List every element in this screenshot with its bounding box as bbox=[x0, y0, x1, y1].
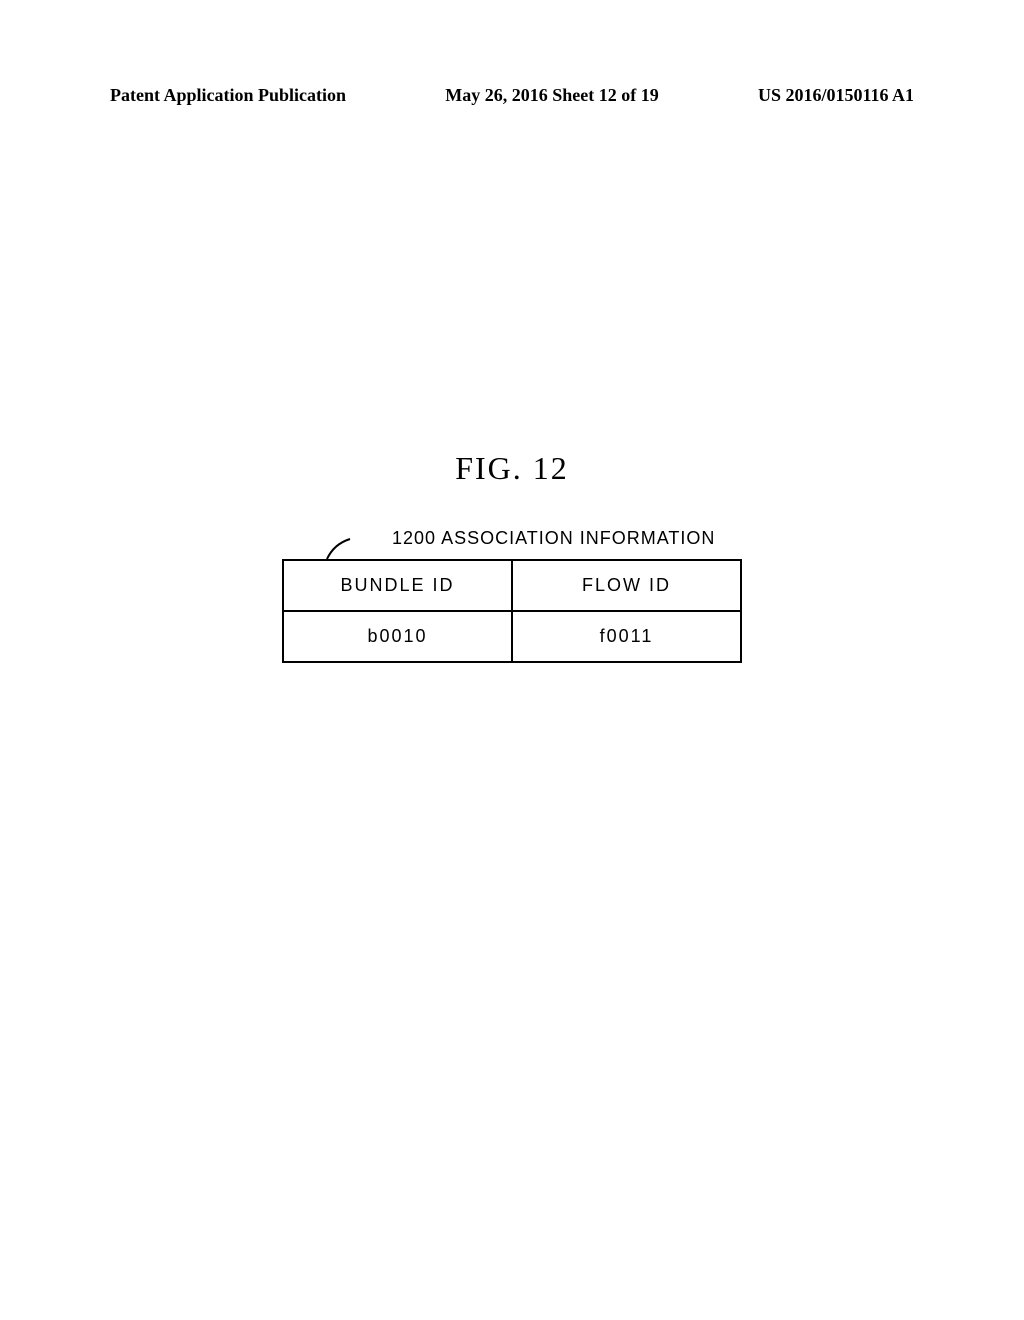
cell-flow-id: f0011 bbox=[512, 611, 741, 662]
table-label-row: 1200 ASSOCIATION INFORMATION bbox=[282, 527, 742, 557]
figure-title: FIG. 12 bbox=[455, 450, 569, 487]
cell-bundle-id: b0010 bbox=[283, 611, 512, 662]
header-date-sheet: May 26, 2016 Sheet 12 of 19 bbox=[445, 85, 658, 106]
table-label-text: ASSOCIATION INFORMATION bbox=[441, 528, 715, 548]
figure-container: FIG. 12 1200 ASSOCIATION INFORMATION BUN… bbox=[282, 450, 742, 663]
reference-callout bbox=[322, 527, 382, 557]
table-header-row: BUNDLE ID FLOW ID bbox=[283, 560, 741, 611]
reference-number: 1200 bbox=[392, 528, 436, 548]
callout-curve-icon bbox=[322, 534, 362, 562]
table-caption: 1200 ASSOCIATION INFORMATION bbox=[392, 528, 715, 557]
column-header-flow-id: FLOW ID bbox=[512, 560, 741, 611]
table-row: b0010 f0011 bbox=[283, 611, 741, 662]
header-publication-number: US 2016/0150116 A1 bbox=[758, 85, 914, 106]
header-publication-type: Patent Application Publication bbox=[110, 85, 346, 106]
page-header: Patent Application Publication May 26, 2… bbox=[0, 85, 1024, 106]
column-header-bundle-id: BUNDLE ID bbox=[283, 560, 512, 611]
association-table: BUNDLE ID FLOW ID b0010 f0011 bbox=[282, 559, 742, 663]
